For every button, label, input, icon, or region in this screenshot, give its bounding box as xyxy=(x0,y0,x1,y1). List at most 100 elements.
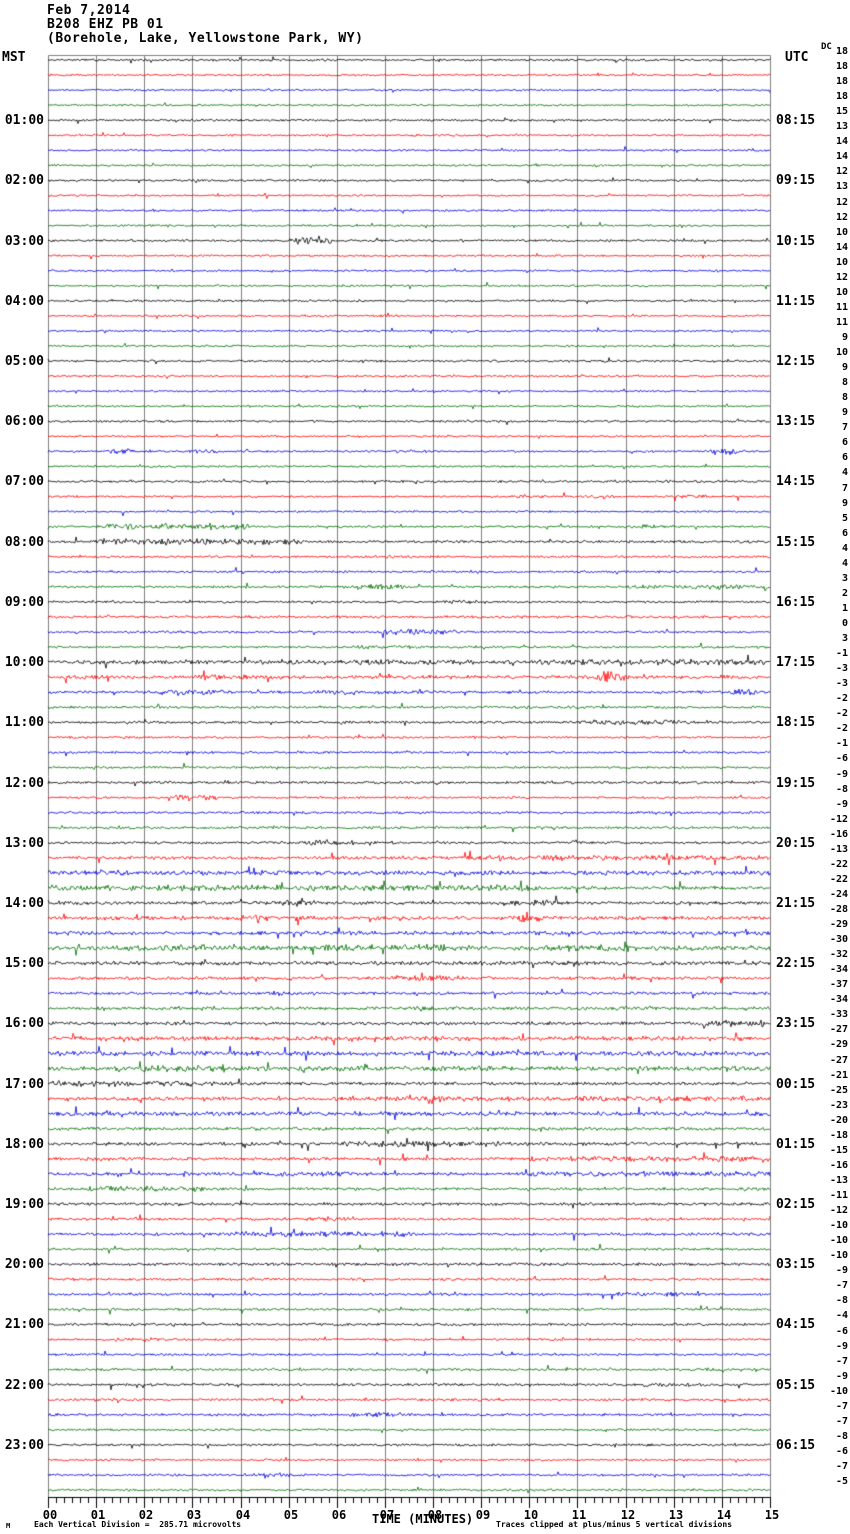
mst-hour-label: 22:00 xyxy=(4,1378,44,1393)
mst-hour-label: 20:00 xyxy=(4,1257,44,1272)
utc-hour-label: 10:15 xyxy=(776,234,816,249)
dc-offset-value: -33 xyxy=(829,1009,848,1020)
right-axis-title: UTC xyxy=(785,50,809,65)
dc-offset-value: -27 xyxy=(829,1055,848,1066)
dc-offset-value: 5 xyxy=(841,513,848,524)
utc-hour-label: 05:15 xyxy=(776,1378,816,1393)
dc-offset-value: -12 xyxy=(829,1205,848,1216)
utc-hour-label: 03:15 xyxy=(776,1257,816,1272)
mst-hour-label: 21:00 xyxy=(4,1317,44,1332)
utc-hour-label: 02:15 xyxy=(776,1197,816,1212)
dc-offset-value: -7 xyxy=(835,1356,848,1367)
dc-offset-value: -20 xyxy=(829,1115,848,1126)
x-tick-label: 03 xyxy=(186,1508,202,1522)
dc-offset-value: -10 xyxy=(829,1250,848,1261)
dc-offset-value: 4 xyxy=(841,558,848,569)
mst-hour-label: 12:00 xyxy=(4,776,44,791)
left-axis-title: MST xyxy=(2,50,26,65)
utc-hour-label: 01:15 xyxy=(776,1137,816,1152)
mst-hour-label: 07:00 xyxy=(4,474,44,489)
dc-offset-value: -2 xyxy=(835,693,848,704)
dc-offset-value: -13 xyxy=(829,1175,848,1186)
dc-offset-value: -27 xyxy=(829,1024,848,1035)
mst-hour-label: 04:00 xyxy=(4,294,44,309)
utc-hour-label: 19:15 xyxy=(776,776,816,791)
x-tick-label: 05 xyxy=(283,1508,299,1522)
dc-offset-value: 12 xyxy=(835,272,848,283)
dc-offset-value: -32 xyxy=(829,949,848,960)
utc-hour-label: 21:15 xyxy=(776,896,816,911)
x-tick-label: 06 xyxy=(331,1508,347,1522)
utc-hour-label: 09:15 xyxy=(776,173,816,188)
dc-offset-value: 6 xyxy=(841,452,848,463)
dc-offset-value: -2 xyxy=(835,708,848,719)
utc-hour-label: 13:15 xyxy=(776,414,816,429)
x-tick-label: 04 xyxy=(235,1508,251,1522)
mst-hour-label: 13:00 xyxy=(4,836,44,851)
mst-hour-label: 18:00 xyxy=(4,1137,44,1152)
dc-offset-value: -24 xyxy=(829,889,848,900)
dc-offset-value: 3 xyxy=(841,573,848,584)
dc-offset-value: -10 xyxy=(829,1386,848,1397)
dc-offset-value: 4 xyxy=(841,467,848,478)
dc-offset-value: -12 xyxy=(829,814,848,825)
utc-hour-label: 12:15 xyxy=(776,354,816,369)
mst-hour-label: 16:00 xyxy=(4,1016,44,1031)
dc-offset-value: -4 xyxy=(835,1310,848,1321)
utc-hour-label: 11:15 xyxy=(776,294,816,309)
dc-offset-value: -7 xyxy=(835,1401,848,1412)
dc-offset-value: -9 xyxy=(835,1341,848,1352)
mst-hour-label: 02:00 xyxy=(4,173,44,188)
dc-offset-value: 8 xyxy=(841,377,848,388)
utc-hour-label: 06:15 xyxy=(776,1438,816,1453)
x-tick-label: 09 xyxy=(475,1508,491,1522)
x-tick-label: 14 xyxy=(716,1508,732,1522)
x-tick-label: 00 xyxy=(42,1508,58,1522)
utc-hour-label: 16:15 xyxy=(776,595,816,610)
title-location: (Borehole, Lake, Yellowstone Park, WY) xyxy=(47,31,364,46)
utc-hour-label: 00:15 xyxy=(776,1077,816,1092)
dc-offset-value: 18 xyxy=(835,76,848,87)
mst-hour-label: 23:00 xyxy=(4,1438,44,1453)
dc-offset-value: 14 xyxy=(835,136,848,147)
dc-offset-value: 18 xyxy=(835,46,848,57)
dc-offset-value: -3 xyxy=(835,663,848,674)
dc-offset-value: -10 xyxy=(829,1220,848,1231)
utc-hour-label: 20:15 xyxy=(776,836,816,851)
dc-offset-value: 18 xyxy=(835,91,848,102)
dc-offset-value: -13 xyxy=(829,844,848,855)
dc-offset-value: -8 xyxy=(835,784,848,795)
mst-hour-label: 10:00 xyxy=(4,655,44,670)
title-date: Feb 7,2014 xyxy=(47,3,131,18)
dc-offset-value: -37 xyxy=(829,979,848,990)
dc-offset-value: -34 xyxy=(829,994,848,1005)
dc-offset-value: -9 xyxy=(835,799,848,810)
dc-offset-value: 10 xyxy=(835,257,848,268)
utc-hour-label: 22:15 xyxy=(776,956,816,971)
dc-offset-value: 7 xyxy=(841,422,848,433)
dc-offset-value: -1 xyxy=(835,648,848,659)
dc-offset-value: 0 xyxy=(841,618,848,629)
dc-offset-value: 9 xyxy=(841,362,848,373)
clipping-note: Traces clipped at plus/minus 5 vertical … xyxy=(496,1520,733,1529)
dc-offset-value: 10 xyxy=(835,287,848,298)
dc-offset-value: 11 xyxy=(835,302,848,313)
dc-offset-value: -5 xyxy=(835,1476,848,1487)
x-tick-label: 07 xyxy=(379,1508,395,1522)
dc-offset-value: -22 xyxy=(829,874,848,885)
mst-hour-label: 01:00 xyxy=(4,113,44,128)
dc-offset-value: 2 xyxy=(841,588,848,599)
mst-hour-label: 11:00 xyxy=(4,715,44,730)
dc-offset-value: -16 xyxy=(829,829,848,840)
dc-offset-value: -21 xyxy=(829,1070,848,1081)
dc-offset-value: -9 xyxy=(835,1371,848,1382)
utc-hour-label: 18:15 xyxy=(776,715,816,730)
dc-offset-value: -25 xyxy=(829,1085,848,1096)
dc-offset-value: -34 xyxy=(829,964,848,975)
dc-offset-value: 11 xyxy=(835,317,848,328)
mst-hour-label: 05:00 xyxy=(4,354,44,369)
dc-offset-value: -15 xyxy=(829,1145,848,1156)
mst-hour-label: 08:00 xyxy=(4,535,44,550)
